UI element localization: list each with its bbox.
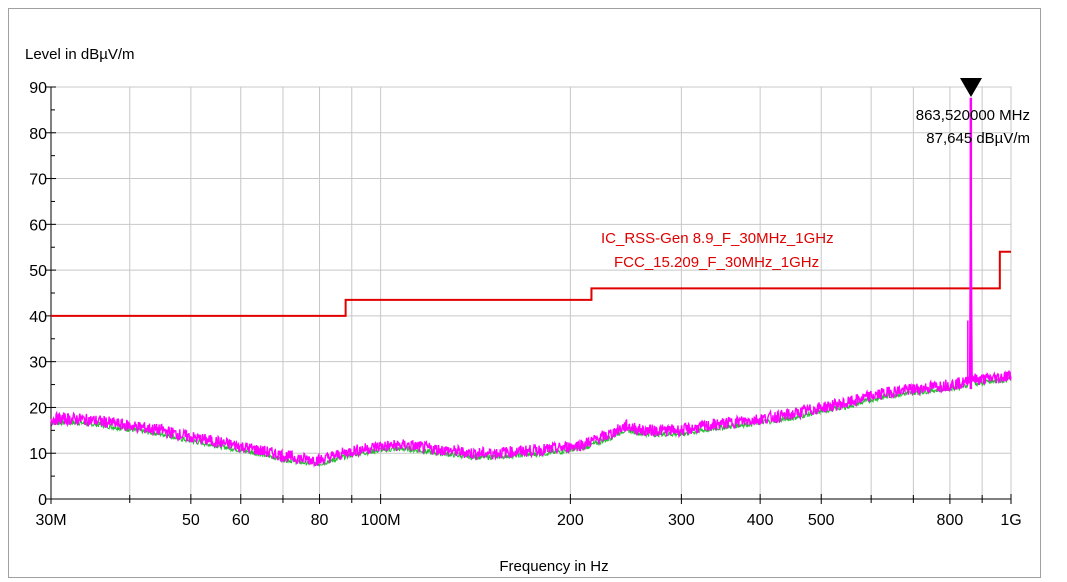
x-tick-label: 400 [747, 512, 774, 529]
x-tick-label: 30M [35, 512, 66, 529]
y-tick-label: 50 [29, 263, 47, 280]
trace-magenta [50, 159, 1012, 468]
y-tick-label: 30 [29, 355, 47, 372]
x-tick-label: 500 [808, 512, 835, 529]
x-tick-label: 80 [311, 512, 329, 529]
y-tick-label: 0 [38, 492, 47, 509]
x-tick-label: 1G [1000, 512, 1021, 529]
emission-chart: 0 10 20 30 40 50 60 70 80 90 30M 50 60 80 100M 200 300 40… [25, 46, 1030, 575]
x-tick-label: 300 [668, 512, 695, 529]
axis-ticks [46, 86, 1012, 504]
y-tick-label: 80 [29, 126, 47, 143]
limit-label-fcc: FCC_15.209_F_30MHz_1GHz [614, 254, 819, 271]
x-tick-label: 60 [232, 512, 250, 529]
x-tick-label: 100M [361, 512, 401, 529]
marker-frequency: 863,520000 MHz [916, 107, 1030, 124]
x-axis-title: Frequency in Hz [499, 558, 608, 575]
y-tick-label: 60 [29, 217, 47, 234]
marker-level: 87,645 dBµV/m [926, 130, 1030, 147]
x-tick-label: 50 [182, 512, 200, 529]
x-tick-label: 800 [937, 512, 964, 529]
axis-labels: 0 10 20 30 40 50 60 70 80 90 30M 50 60 80 100M 200 300 40… [29, 80, 1021, 529]
y-tick-label: 70 [29, 172, 47, 189]
chart-frame: 0 10 20 30 40 50 60 70 80 90 30M 50 60 80 100M 200 300 40… [8, 8, 1041, 578]
y-tick-label: 20 [29, 400, 47, 417]
marker-triangle-icon [960, 78, 982, 97]
trace [50, 97, 1012, 468]
y-tick-label: 10 [29, 446, 47, 463]
x-tick-label: 200 [557, 512, 584, 529]
trace-green [50, 375, 1012, 468]
y-axis-title: Level in dBµV/m [25, 46, 135, 63]
limit-label-ic: IC_RSS-Gen 8.9_F_30MHz_1GHz [601, 230, 834, 247]
y-tick-label: 90 [29, 80, 47, 97]
limit-lines [51, 250, 1011, 317]
grid [50, 86, 1012, 500]
y-tick-label: 40 [29, 309, 47, 326]
limit-line [51, 250, 1011, 317]
